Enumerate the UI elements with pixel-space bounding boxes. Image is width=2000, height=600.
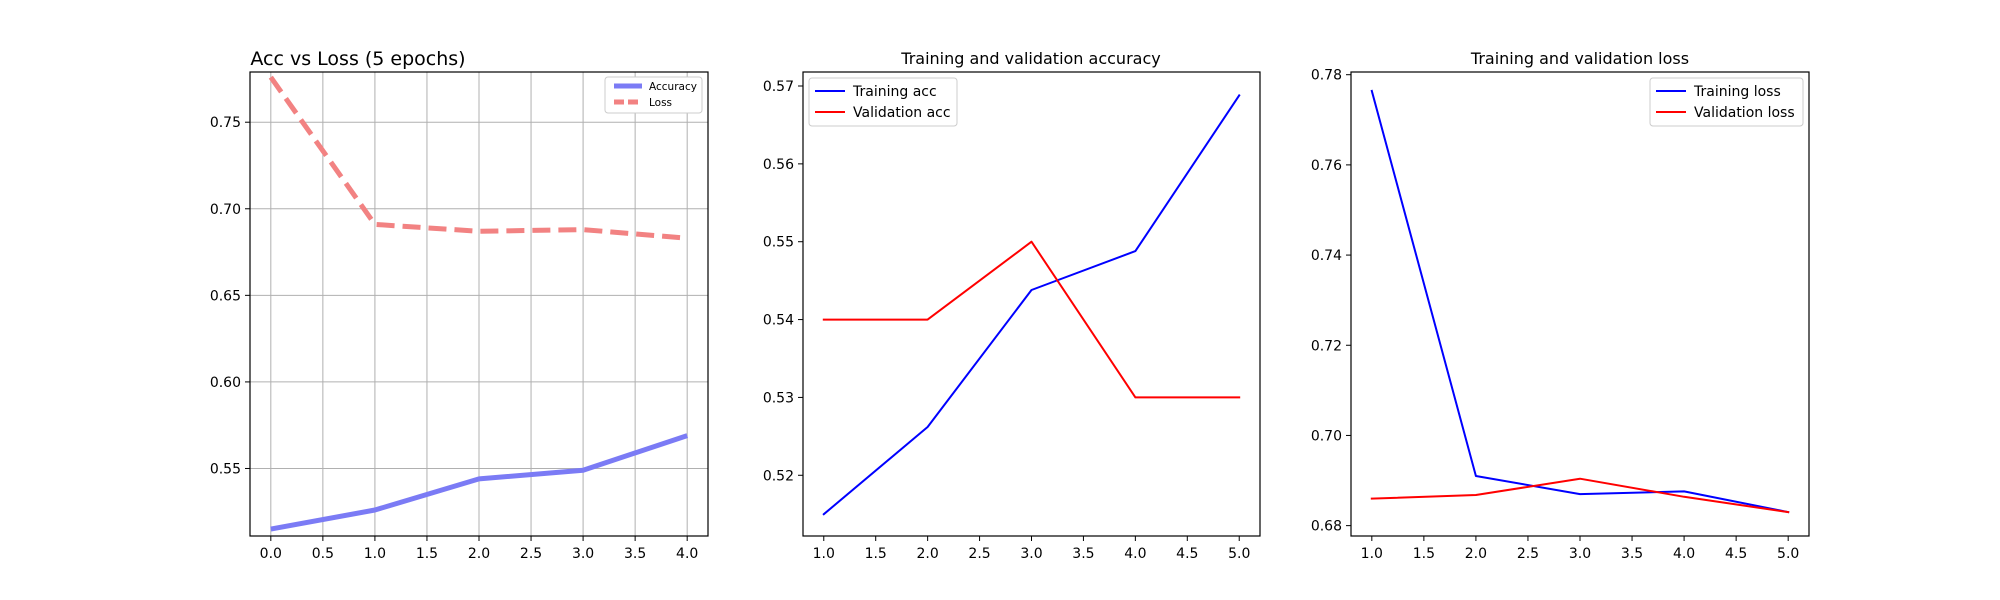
legend-label-training-acc: Training acc — [852, 84, 937, 100]
series-line-training-loss — [1370, 89, 1790, 514]
y-tick-label: 0.70 — [1311, 428, 1342, 444]
y-tick-label: 0.74 — [1311, 248, 1342, 264]
chart-title: Acc vs Loss (5 epochs) — [250, 48, 465, 70]
x-tick-label: 4.0 — [676, 546, 698, 562]
legend-label-validation-acc: Validation acc — [853, 105, 951, 121]
series-line-training-acc — [822, 94, 1241, 516]
y-tick-label: 0.52 — [763, 468, 794, 484]
legend-label-loss: Loss — [649, 97, 672, 109]
x-tick-label: 1.0 — [813, 546, 835, 562]
legend-label-accuracy: Accuracy — [649, 81, 697, 93]
chart-acc-vs-loss: Acc vs Loss (5 epochs) 0.0 0.5 1.0 1.5 2.0 2.… — [210, 48, 709, 562]
y-tick-label: 0.53 — [763, 390, 794, 406]
series-line-loss — [268, 75, 688, 241]
x-tick-label: 3.5 — [624, 546, 646, 562]
series-line-accuracy — [270, 433, 688, 532]
chart-training-validation-accuracy: Training and validation accuracy 1.0 1.5 2… — [763, 49, 1261, 562]
series-line-validation-loss — [1370, 477, 1790, 514]
y-tick-label: 0.60 — [210, 375, 241, 391]
x-tick-label: 4.0 — [1124, 546, 1146, 562]
x-tick-label: 3.0 — [1569, 546, 1591, 562]
legend: Training loss Validation loss — [1649, 77, 1804, 127]
legend-box — [1649, 77, 1804, 127]
y-tick-label: 0.78 — [1311, 68, 1342, 84]
x-tick-label: 2.0 — [917, 546, 939, 562]
y-tick-label: 0.75 — [210, 115, 241, 131]
x-tick-label: 4.0 — [1673, 546, 1695, 562]
y-tick-label: 0.57 — [763, 79, 794, 95]
legend: Training acc Validation acc — [808, 77, 958, 127]
y-tick-label: 0.65 — [210, 288, 241, 304]
y-tick-label: 0.72 — [1311, 338, 1342, 354]
x-tick-label: 3.0 — [572, 546, 594, 562]
legend-label-training-loss: Training loss — [1693, 84, 1781, 100]
x-tick-label: 3.5 — [1072, 546, 1094, 562]
y-tick-label: 0.55 — [763, 235, 794, 251]
x-tick-label: 2.0 — [1465, 546, 1487, 562]
x-tick-label: 2.0 — [468, 546, 490, 562]
chart-title: Training and validation accuracy — [900, 49, 1160, 68]
y-tick-label: 0.70 — [210, 202, 241, 218]
legend-label-validation-loss: Validation loss — [1694, 105, 1795, 121]
legend: Accuracy Loss — [604, 76, 703, 114]
x-tick-label: 3.5 — [1621, 546, 1643, 562]
x-tick-label: 4.5 — [1725, 546, 1747, 562]
chart-training-validation-loss: Training and validation loss 1.0 1.5 2.0 2.… — [1311, 49, 1810, 562]
legend-box — [808, 77, 958, 127]
x-tick-label: 0.0 — [260, 546, 282, 562]
x-tick-label: 1.5 — [416, 546, 438, 562]
x-tick-label: 0.5 — [312, 546, 334, 562]
chart-title: Training and validation loss — [1470, 49, 1689, 68]
x-tick-label: 4.5 — [1176, 546, 1198, 562]
x-tick-label: 1.5 — [865, 546, 887, 562]
x-tick-label: 5.0 — [1228, 546, 1250, 562]
x-tick-label: 3.0 — [1020, 546, 1042, 562]
x-tick-label: 1.5 — [1413, 546, 1435, 562]
x-tick-label: 2.5 — [968, 546, 990, 562]
x-tick-label: 1.0 — [1361, 546, 1383, 562]
x-tick-label: 5.0 — [1777, 546, 1799, 562]
y-tick-label: 0.56 — [763, 157, 794, 173]
y-tick-label: 0.54 — [763, 313, 794, 329]
y-tick-label: 0.68 — [1311, 519, 1342, 535]
y-tick-label: 0.55 — [210, 461, 241, 477]
x-tick-label: 2.5 — [1517, 546, 1539, 562]
y-tick-label: 0.76 — [1311, 158, 1342, 174]
x-tick-label: 2.5 — [520, 546, 542, 562]
x-tick-label: 1.0 — [364, 546, 386, 562]
series-line-validation-acc — [822, 240, 1241, 399]
